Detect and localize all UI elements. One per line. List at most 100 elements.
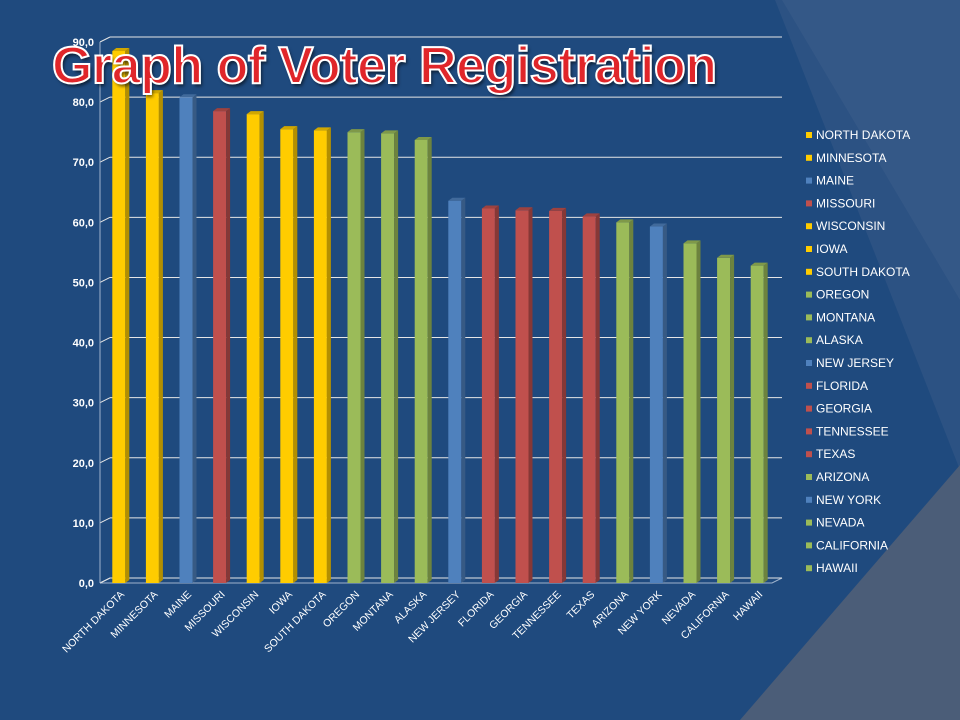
- gridline-depth: [99, 517, 111, 524]
- bar-top: [381, 130, 399, 134]
- bar-chart: 0,0 10,0 20,0 30,0 40,0 50,0 60,0 70,0 80,0 90,0 N…: [60, 36, 910, 656]
- legend-label: MONTANA: [816, 310, 875, 324]
- gridline-depth: [99, 457, 111, 464]
- legend-label: MAINE: [816, 174, 854, 188]
- gridline-depth: [99, 216, 111, 223]
- y-tick-label: 20,0: [73, 458, 94, 470]
- bar: [280, 129, 294, 583]
- legend-label: OREGON: [816, 288, 869, 302]
- bar-top: [246, 111, 264, 115]
- legend-swatch: [806, 542, 812, 549]
- x-tick-label: HAWAII: [731, 589, 765, 623]
- legend-swatch: [806, 200, 812, 207]
- bar: [750, 265, 764, 583]
- bar-top: [179, 94, 197, 98]
- bar-top: [549, 207, 567, 211]
- gridline-depth: [99, 397, 111, 404]
- bar-side: [696, 240, 701, 583]
- x-tick-label: MAINE: [162, 589, 194, 621]
- bar-top: [750, 262, 768, 266]
- slide-title: Graph of Voter Registration: [51, 36, 718, 96]
- bar: [381, 133, 395, 583]
- legend-label: NORTH DAKOTA: [816, 128, 910, 142]
- bar: [414, 139, 428, 583]
- bar-side: [730, 254, 735, 583]
- legend-label: ARIZONA: [816, 470, 869, 484]
- legend-swatch: [806, 360, 812, 366]
- legend-swatch: [806, 337, 812, 344]
- bar-side: [494, 205, 499, 583]
- legend-label: MINNESOTA: [816, 151, 886, 165]
- bar-top: [414, 136, 432, 140]
- bar-side: [662, 223, 667, 583]
- gridline-depth: [99, 276, 111, 283]
- bar-side: [595, 213, 600, 584]
- bar-top: [145, 90, 163, 94]
- legend-label: NEW YORK: [816, 493, 881, 507]
- legend-label: IOWA: [816, 242, 848, 256]
- bar-top: [515, 207, 533, 211]
- legend-swatch: [806, 291, 812, 298]
- bar-top: [213, 108, 231, 112]
- bar-side: [259, 111, 264, 583]
- legend-label: NEVADA: [816, 516, 864, 530]
- bar: [582, 216, 596, 584]
- y-tick-label: 70,0: [73, 157, 94, 169]
- bar-side: [326, 127, 331, 583]
- bar: [246, 114, 260, 583]
- bar-side: [226, 108, 231, 583]
- legend-swatch: [806, 268, 812, 275]
- gridline-depth: [99, 36, 111, 43]
- gridline-depth: [99, 577, 111, 584]
- legend-label: NEW JERSEY: [816, 356, 894, 370]
- bar-side: [125, 48, 130, 584]
- bar-top: [448, 197, 466, 201]
- legend-swatch: [806, 405, 812, 412]
- bar-top: [313, 127, 331, 131]
- bar-side: [293, 126, 298, 584]
- bar-top: [683, 240, 701, 244]
- gridline-depth: [99, 156, 111, 163]
- legend-label: MISSOURI: [816, 196, 875, 210]
- x-tick-label: NORTH DAKOTA: [60, 589, 127, 656]
- x-tick-label: IOWA: [267, 589, 295, 617]
- legend-swatch: [806, 519, 812, 526]
- y-tick-label: 60,0: [73, 217, 94, 229]
- x-tick-label: TEXAS: [564, 589, 597, 622]
- y-tick-label: 50,0: [73, 277, 94, 289]
- legend-label: ALASKA: [816, 333, 863, 347]
- legend-swatch: [806, 154, 812, 161]
- legend-label: TENNESSEE: [816, 424, 889, 438]
- bar-side: [562, 207, 567, 583]
- bar-top: [280, 126, 298, 130]
- bar-top: [717, 254, 735, 258]
- bar-side: [394, 130, 399, 583]
- y-tick-label: 10,0: [73, 518, 94, 530]
- bar-top: [616, 219, 634, 223]
- legend-label: SOUTH DAKOTA: [816, 265, 910, 279]
- y-tick-label: 80,0: [73, 97, 94, 109]
- bar-top: [347, 129, 365, 133]
- bar: [347, 132, 361, 583]
- bar: [179, 97, 193, 584]
- bar-side: [629, 219, 634, 584]
- bar: [649, 226, 663, 583]
- legend-swatch: [806, 223, 812, 230]
- bar: [313, 130, 327, 583]
- bar-side: [427, 136, 432, 583]
- legend-label: GEORGIA: [816, 402, 872, 416]
- bar: [448, 200, 462, 583]
- bar: [112, 51, 126, 584]
- bar: [616, 222, 630, 584]
- bar-side: [528, 207, 533, 584]
- bar: [717, 257, 731, 583]
- y-tick-label: 30,0: [73, 398, 94, 410]
- legend-swatch: [806, 314, 812, 321]
- legend-swatch: [806, 451, 812, 458]
- x-tick-label: SOUTH DAKOTA: [262, 589, 329, 656]
- bar-side: [360, 129, 365, 583]
- legend-label: HAWAII: [816, 561, 858, 575]
- bar: [145, 93, 159, 583]
- y-tick-label: 90,0: [73, 37, 94, 49]
